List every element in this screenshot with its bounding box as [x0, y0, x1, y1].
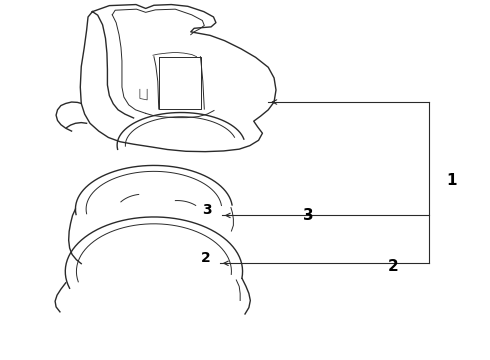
Text: 3: 3 [202, 203, 212, 217]
Text: 2: 2 [388, 259, 399, 274]
Text: 3: 3 [303, 208, 314, 223]
Text: 2: 2 [200, 251, 210, 265]
Text: 1: 1 [446, 172, 457, 188]
